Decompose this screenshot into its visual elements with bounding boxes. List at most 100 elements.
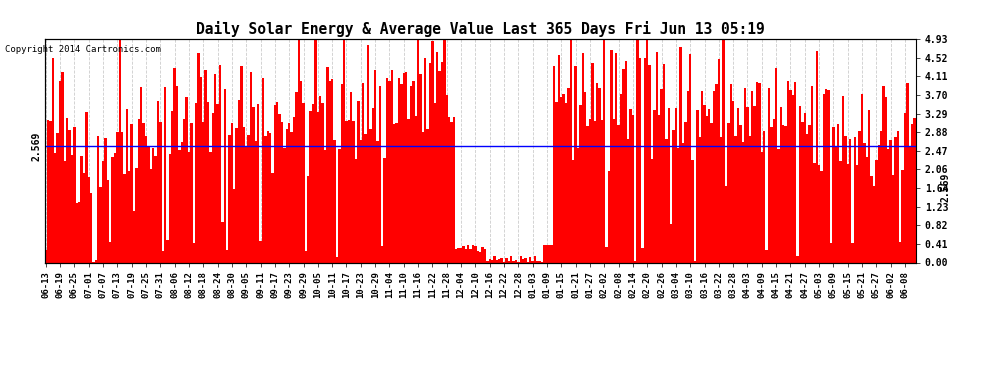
Bar (787, 81, 789, 262)
Bar (782, 125, 784, 262)
Bar (708, 108, 711, 262)
Bar (689, 54, 691, 262)
Bar (620, 94, 622, 262)
Bar (777, 148, 780, 262)
Bar (424, 58, 427, 262)
Bar (161, 251, 164, 262)
Bar (166, 240, 168, 262)
Bar (354, 159, 357, 262)
Bar (371, 108, 374, 262)
Bar (648, 65, 650, 262)
Bar (644, 58, 646, 262)
Bar (625, 61, 627, 262)
Bar (804, 114, 806, 262)
Bar (742, 142, 743, 262)
Bar (861, 94, 863, 262)
Bar (229, 135, 231, 262)
Bar (441, 62, 444, 262)
Bar (252, 107, 254, 262)
Bar (904, 113, 906, 262)
Bar (109, 242, 112, 262)
Bar (159, 122, 161, 262)
Bar (882, 86, 885, 262)
Bar (209, 152, 212, 262)
Bar (846, 164, 848, 262)
Bar (746, 107, 748, 262)
Bar (241, 66, 243, 262)
Bar (772, 119, 775, 262)
Bar (725, 186, 728, 262)
Bar (534, 256, 537, 262)
Bar (548, 244, 550, 262)
Bar (662, 64, 665, 262)
Bar (748, 136, 751, 262)
Bar (439, 72, 441, 262)
Bar (713, 91, 715, 262)
Bar (369, 129, 371, 262)
Bar (324, 150, 326, 262)
Bar (173, 68, 176, 262)
Bar (266, 131, 269, 262)
Bar (383, 158, 386, 262)
Bar (61, 72, 63, 262)
Bar (513, 261, 515, 262)
Bar (537, 261, 539, 262)
Bar (515, 260, 517, 262)
Bar (407, 119, 410, 262)
Bar (75, 203, 78, 262)
Bar (334, 140, 336, 262)
Bar (715, 84, 718, 262)
Bar (755, 82, 758, 262)
Bar (352, 121, 354, 262)
Bar (78, 202, 80, 262)
Bar (56, 133, 58, 262)
Bar (322, 103, 324, 262)
Bar (364, 134, 366, 262)
Bar (894, 137, 897, 262)
Bar (840, 161, 842, 262)
Bar (606, 247, 608, 262)
Bar (432, 40, 434, 262)
Bar (422, 132, 424, 262)
Bar (842, 96, 844, 262)
Bar (520, 256, 522, 262)
Bar (498, 258, 500, 262)
Bar (703, 105, 706, 262)
Bar (444, 39, 446, 262)
Bar (233, 189, 236, 262)
Bar (639, 58, 642, 262)
Bar (133, 211, 136, 262)
Bar (410, 86, 412, 262)
Bar (799, 106, 801, 262)
Bar (295, 92, 298, 262)
Bar (249, 72, 252, 262)
Bar (491, 260, 493, 262)
Bar (212, 112, 214, 262)
Bar (207, 102, 209, 262)
Bar (286, 129, 288, 262)
Bar (283, 148, 286, 262)
Bar (386, 78, 388, 262)
Bar (615, 53, 618, 262)
Bar (405, 72, 407, 262)
Bar (696, 110, 699, 262)
Bar (914, 118, 916, 262)
Bar (73, 127, 75, 262)
Bar (246, 147, 248, 262)
Bar (853, 137, 856, 262)
Bar (47, 120, 50, 262)
Bar (660, 89, 662, 262)
Bar (682, 143, 684, 262)
Bar (618, 126, 620, 262)
Bar (635, 261, 637, 262)
Bar (796, 256, 799, 262)
Bar (581, 53, 584, 262)
Bar (417, 39, 420, 262)
Bar (388, 81, 391, 262)
Bar (217, 104, 219, 262)
Bar (481, 247, 484, 262)
Bar (126, 109, 128, 262)
Bar (667, 108, 670, 262)
Bar (768, 88, 770, 262)
Bar (83, 173, 85, 262)
